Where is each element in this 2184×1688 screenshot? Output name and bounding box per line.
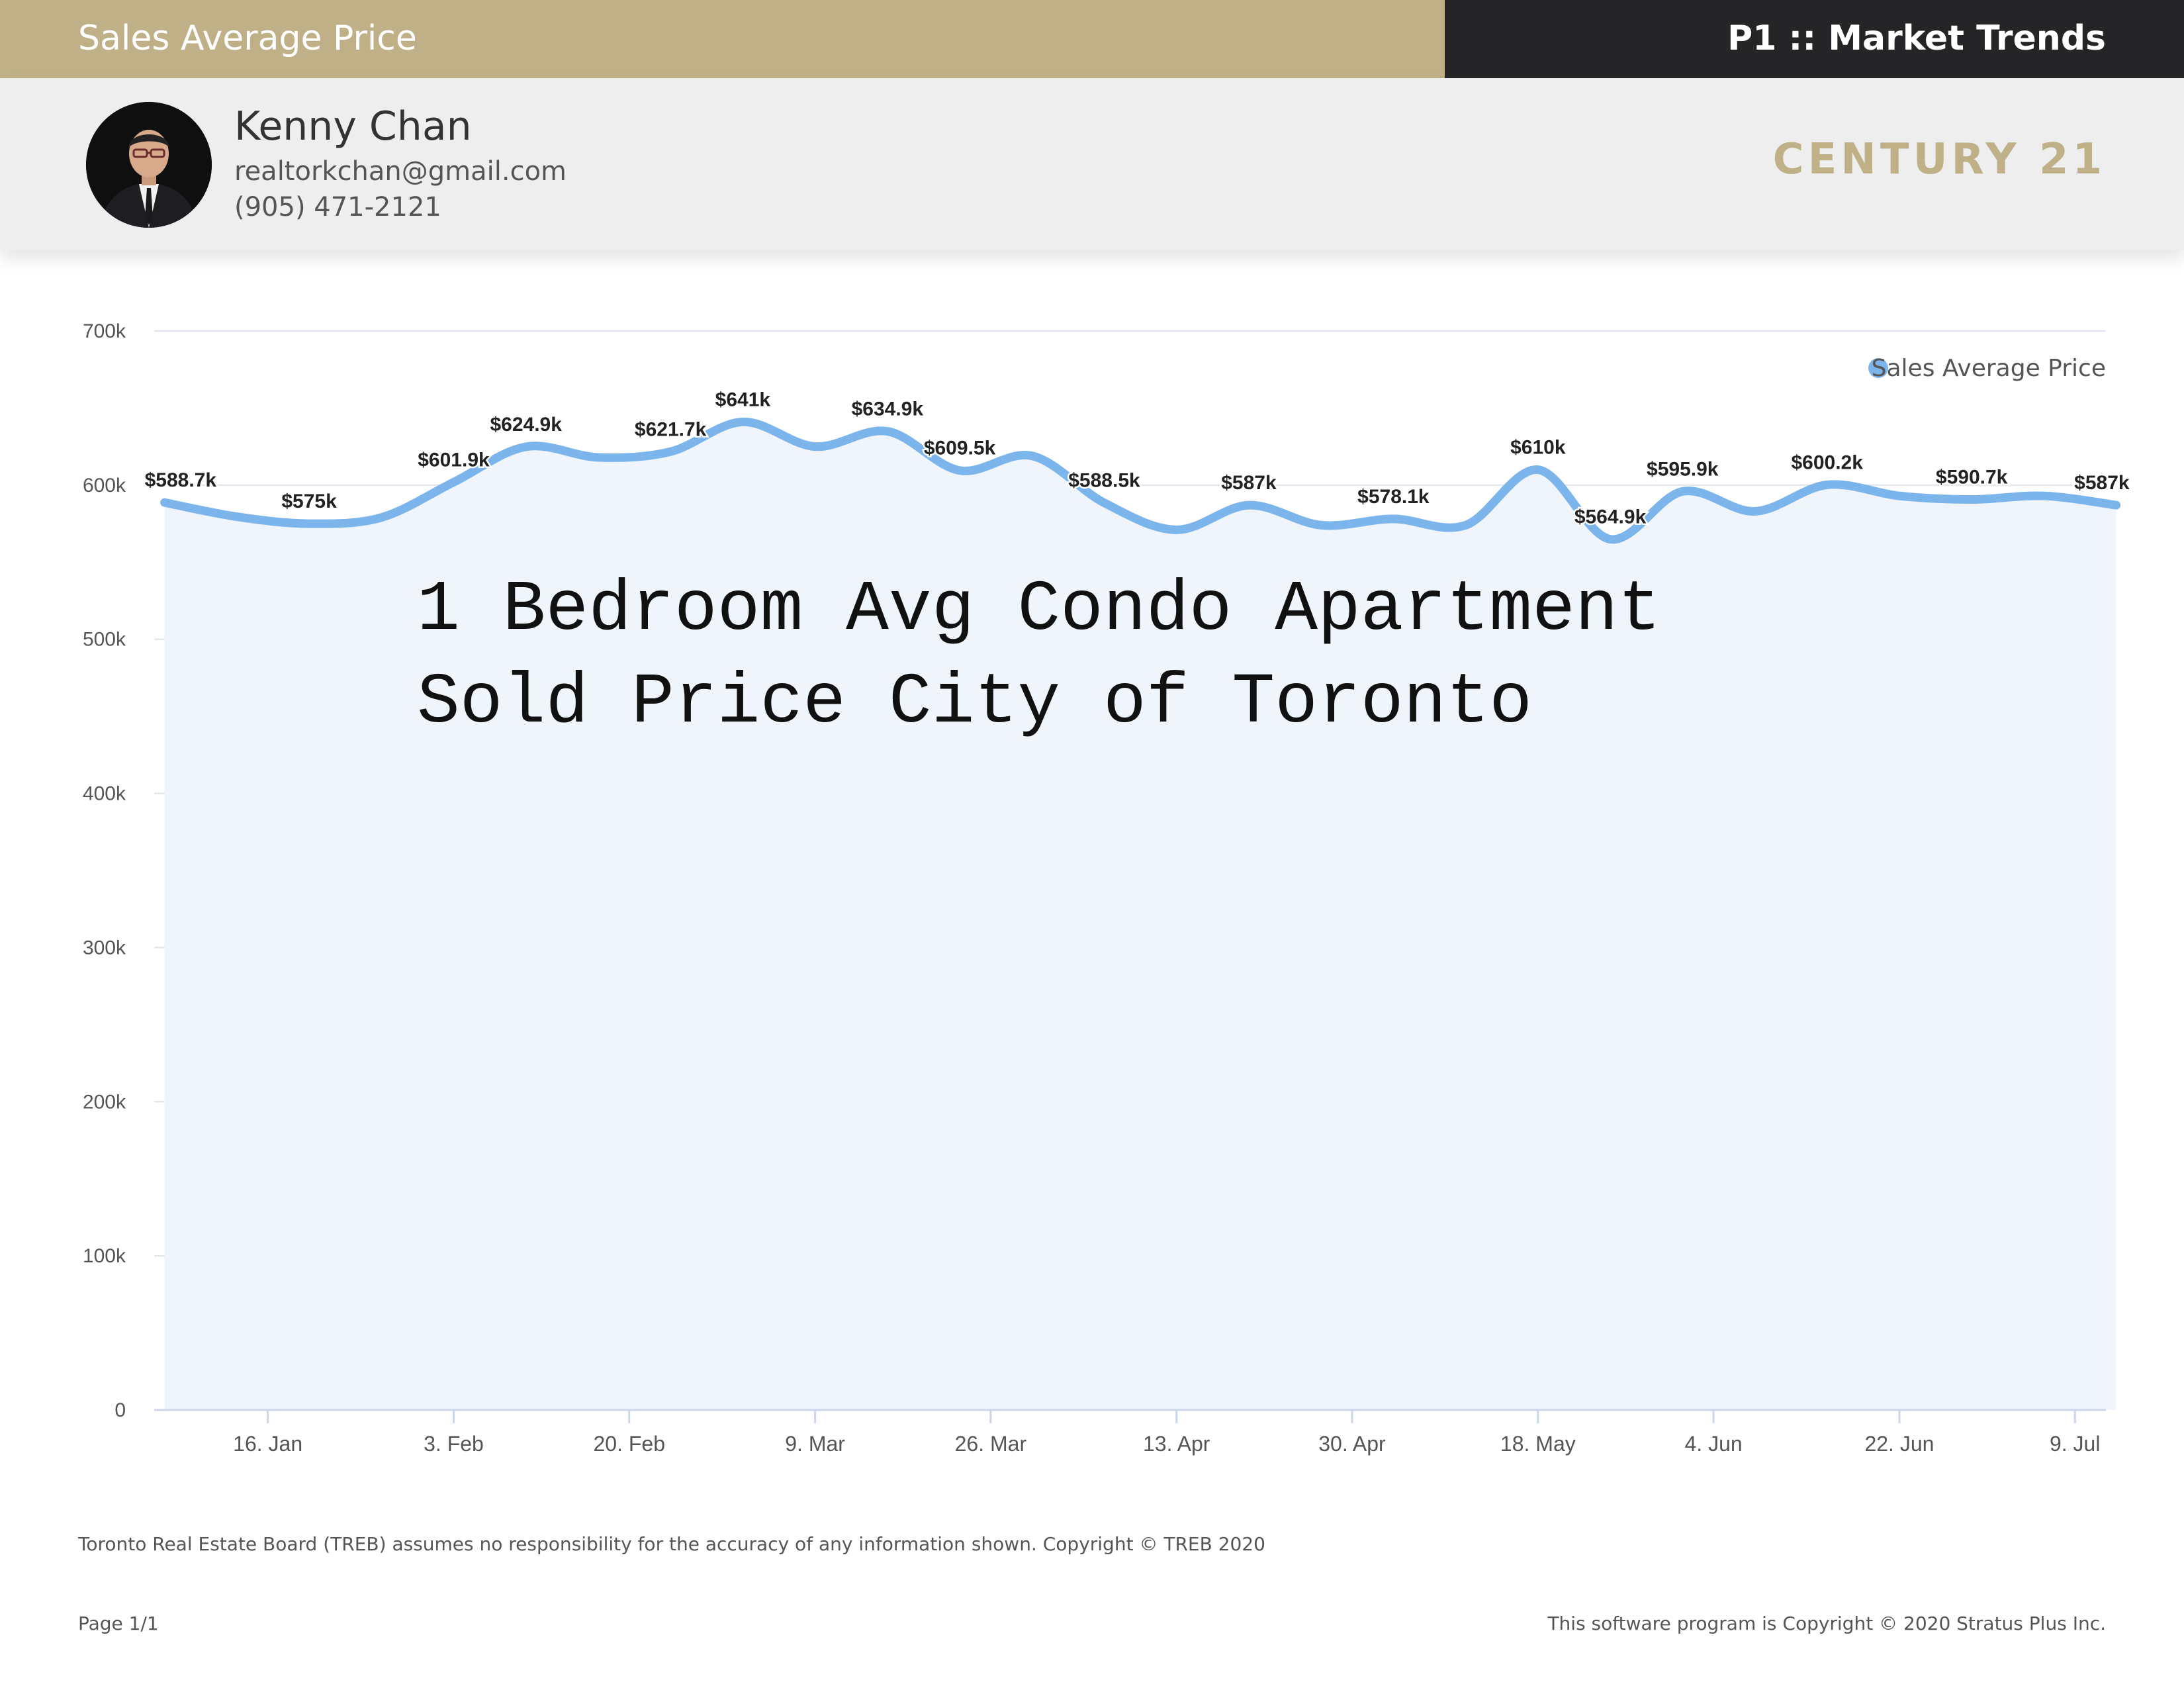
y-tick-label: 0 xyxy=(114,1399,126,1421)
data-label: $621.7k xyxy=(635,418,707,440)
x-tick-label: 18. May xyxy=(1500,1432,1576,1456)
top-banner: Sales Average Price P1 :: Market Trends xyxy=(0,0,2184,78)
overlay-caption-line: 1 Bedroom Avg Condo Apartment xyxy=(417,570,1661,651)
report-section-title: P1 :: Market Trends xyxy=(1727,19,2106,58)
x-tick-label: 3. Feb xyxy=(424,1432,484,1456)
series-area xyxy=(164,422,2116,1410)
chart-legend[interactable]: Sales Average Price xyxy=(1868,355,2106,382)
report-section-bar: P1 :: Market Trends xyxy=(1445,0,2184,78)
data-label: $595.9k xyxy=(1647,458,1719,480)
data-label: $587k xyxy=(2074,472,2130,494)
avatar xyxy=(86,102,212,228)
legend-label[interactable]: Sales Average Price xyxy=(1872,355,2106,382)
overlay-caption-line: Sold Price City of Toronto xyxy=(417,663,1532,743)
y-tick-label: 200k xyxy=(83,1091,126,1113)
data-label: $634.9k xyxy=(852,399,924,420)
x-tick-label: 9. Mar xyxy=(785,1432,845,1456)
agent-info-panel: Kenny Chan realtorkchan@gmail.com (905) … xyxy=(0,78,2184,250)
x-tick-label: 4. Jun xyxy=(1684,1432,1742,1456)
brand-logo: CENTURY 21 xyxy=(1772,135,2106,184)
data-label: $624.9k xyxy=(490,414,562,436)
x-tick-label: 13. Apr xyxy=(1143,1432,1210,1456)
agent-email[interactable]: realtorkchan@gmail.com xyxy=(234,156,567,187)
y-tick-label: 500k xyxy=(83,629,126,651)
data-label: $588.7k xyxy=(145,469,217,491)
legend-marker xyxy=(1868,358,1888,378)
x-tick-label: 26. Mar xyxy=(955,1432,1027,1456)
series-line-sales-average-price[interactable] xyxy=(160,417,2121,544)
data-label: $575k xyxy=(281,491,337,512)
footer-disclaimer: Toronto Real Estate Board (TREB) assumes… xyxy=(78,1533,1265,1555)
page-number: Page 1/1 xyxy=(78,1613,159,1634)
data-label: $609.5k xyxy=(924,438,996,459)
y-tick-label: 600k xyxy=(83,475,126,496)
x-axis xyxy=(154,1409,2106,1423)
y-tick-label: 400k xyxy=(83,783,126,805)
y-tick-label: 700k xyxy=(83,320,126,342)
x-tick-label: 16. Jan xyxy=(233,1432,302,1456)
x-axis-labels: 16. Jan 3. Feb 20. Feb 9. Mar 26. Mar 13. Apr… xyxy=(233,1432,2100,1456)
x-tick-label: 30. Apr xyxy=(1318,1432,1386,1456)
series-line xyxy=(160,417,2121,544)
data-label: $578.1k xyxy=(1357,486,1430,508)
y-tick-label: 100k xyxy=(83,1245,126,1267)
report-title: Sales Average Price xyxy=(78,19,417,58)
data-label: $590.7k xyxy=(1936,467,2008,489)
report-title-bar: Sales Average Price xyxy=(0,0,1445,78)
data-label: $641k xyxy=(715,389,771,410)
data-label: $601.9k xyxy=(418,449,490,471)
data-label: $564.9k xyxy=(1574,506,1647,528)
y-axis-labels: 0 100k 200k 300k 400k 500k 600k 700k xyxy=(83,320,126,1421)
x-tick-label: 22. Jun xyxy=(1864,1432,1934,1456)
data-label: $600.2k xyxy=(1791,451,1863,473)
area-fill xyxy=(164,422,2116,1410)
footer-copyright: This software program is Copyright © 202… xyxy=(1547,1613,2106,1634)
data-label: $610k xyxy=(1510,437,1566,459)
chart-overlay-caption: 1 Bedroom Avg Condo Apartment Sold Price … xyxy=(417,570,1661,743)
y-tick-label: 300k xyxy=(83,937,126,959)
data-label: $588.5k xyxy=(1068,470,1140,492)
agent-name: Kenny Chan xyxy=(234,103,472,150)
x-tick-label: 20. Feb xyxy=(593,1432,665,1456)
sales-average-price-chart: 0 100k 200k 300k 400k 500k 600k 700k 16. Jan 3. … xyxy=(83,320,2131,1456)
data-labels: $588.7k $575k $601.9k$624.9k $621.7k $641k $6… xyxy=(143,387,2131,530)
x-tick-label: 9. Jul xyxy=(2050,1432,2100,1456)
portrait-photo-icon xyxy=(86,102,212,228)
agent-phone[interactable]: (905) 471-2121 xyxy=(234,192,441,222)
data-label: $587k xyxy=(1221,472,1277,494)
